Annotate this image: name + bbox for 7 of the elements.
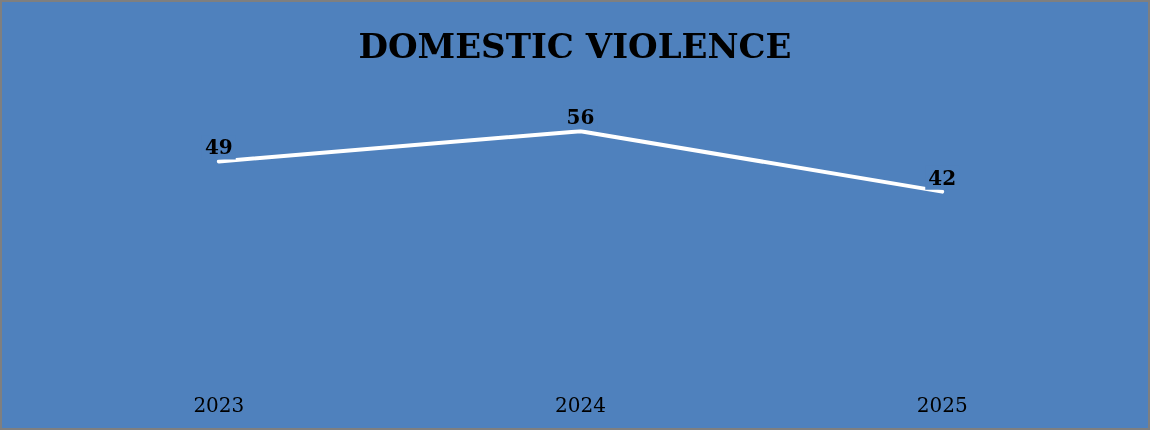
chart-title: DOMESTIC VIOLENCE	[358, 26, 792, 66]
data-label: 42	[928, 165, 957, 190]
x-tick-label: 2024	[555, 393, 606, 417]
x-tick-label: 2025	[916, 393, 968, 417]
data-label: 56	[566, 105, 595, 130]
x-tick-label: 2023	[193, 393, 245, 417]
data-label: 49	[204, 135, 233, 160]
